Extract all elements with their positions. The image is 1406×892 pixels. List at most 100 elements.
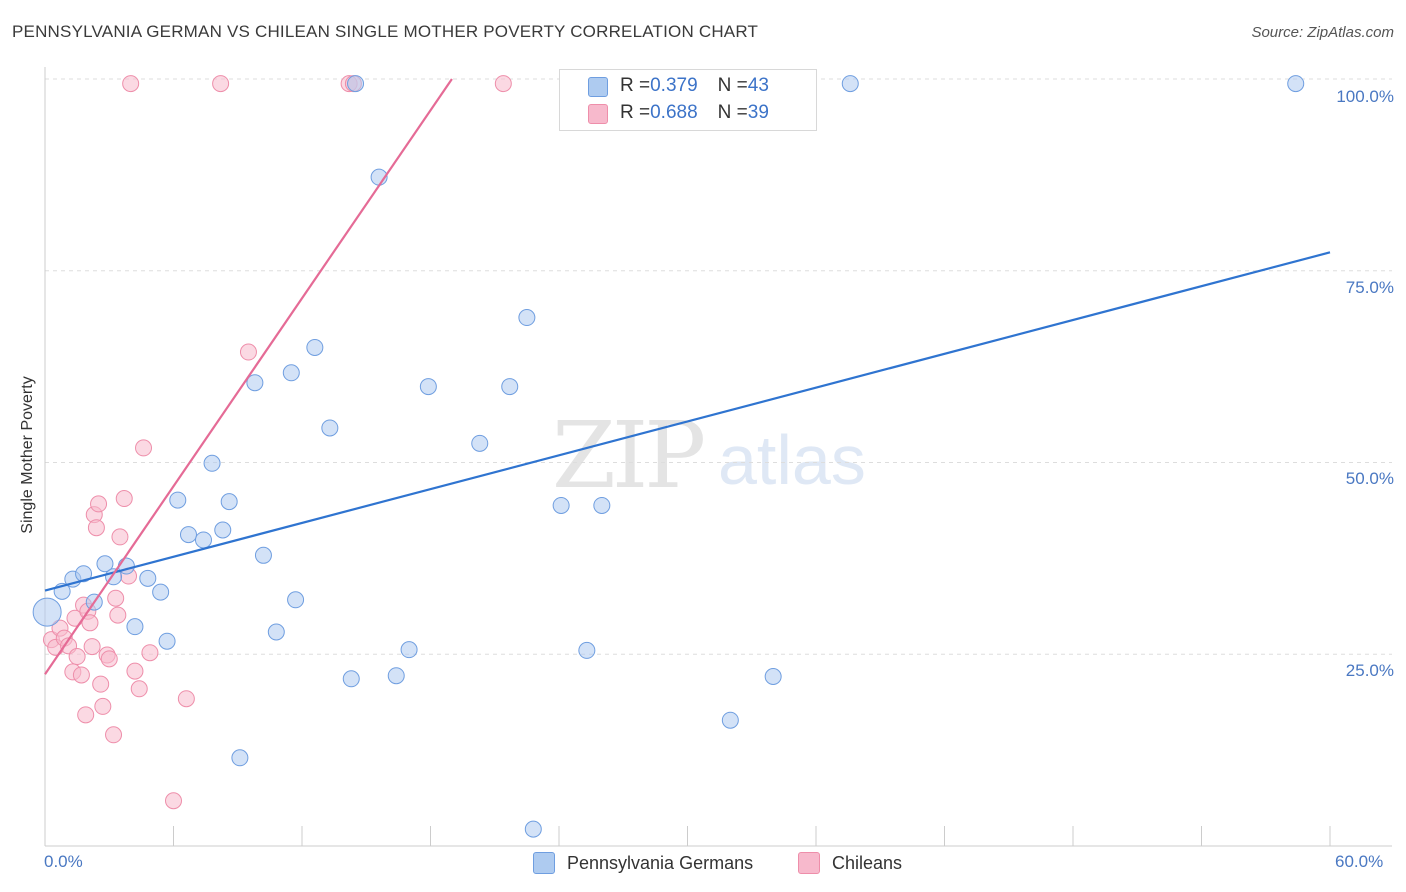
data-point-chileans xyxy=(107,589,125,607)
data-point-pennsylvania-germans xyxy=(139,569,157,587)
y-tick-100: 100.0% xyxy=(1336,87,1394,106)
legend-r-label: R = xyxy=(620,75,651,96)
stats-legend: R = 0.379 N = 43 R = 0.688 N = 39 xyxy=(559,69,817,131)
data-point-pennsylvania-germans xyxy=(387,667,405,685)
legend-item-chileans: Chileans xyxy=(798,852,902,874)
data-point-chileans xyxy=(109,606,127,624)
data-point-chileans xyxy=(494,75,512,93)
legend-item-pennsylvania-germans: Pennsylvania Germans xyxy=(533,852,753,874)
data-point-pennsylvania-germans xyxy=(179,526,197,544)
data-point-chileans xyxy=(105,726,123,744)
legend-swatch-blue xyxy=(588,77,608,97)
data-point-chileans xyxy=(111,528,129,546)
legend-label-pennsylvania-germans: Pennsylvania Germans xyxy=(567,852,754,873)
data-point-pennsylvania-germans xyxy=(593,496,611,514)
data-point-chileans xyxy=(72,666,90,684)
data-point-chileans xyxy=(68,648,86,666)
grid-lines xyxy=(45,78,1392,655)
legend-label-chileans: Chileans xyxy=(832,852,903,873)
data-point-chileans xyxy=(239,343,257,361)
data-point-chileans xyxy=(87,519,105,537)
data-point-pennsylvania-germans xyxy=(203,454,221,472)
data-point-pennsylvania-germans xyxy=(32,597,62,627)
data-point-pennsylvania-germans xyxy=(267,623,285,641)
data-point-pennsylvania-germans xyxy=(578,641,596,659)
data-point-pennsylvania-germans xyxy=(1287,75,1305,93)
data-point-pennsylvania-germans xyxy=(282,364,300,382)
data-point-chileans xyxy=(81,614,99,632)
legend-swatch-chileans xyxy=(798,852,820,874)
legend-row-pink: R = 0.688 N = 39 xyxy=(620,101,769,125)
data-point-pennsylvania-germans xyxy=(471,434,489,452)
data-point-chileans xyxy=(130,680,148,698)
data-point-chileans xyxy=(115,490,133,508)
data-point-pennsylvania-germans xyxy=(158,632,176,650)
data-point-chileans xyxy=(126,662,144,680)
data-point-pennsylvania-germans xyxy=(220,493,238,511)
trend-line-chileans xyxy=(44,78,453,675)
pennsylvania-germans-points xyxy=(32,75,1305,838)
data-point-chileans xyxy=(177,690,195,708)
data-point-pennsylvania-germans xyxy=(96,555,114,573)
legend-n-value: 43 xyxy=(747,75,769,96)
data-point-pennsylvania-germans xyxy=(347,75,365,93)
data-point-pennsylvania-germans xyxy=(287,591,305,609)
legend-n-label: N = xyxy=(717,75,748,96)
legend-r-value: 0.379 xyxy=(650,75,698,96)
data-point-chileans xyxy=(135,439,153,457)
data-point-pennsylvania-germans xyxy=(524,820,542,838)
data-point-chileans xyxy=(94,697,112,715)
data-point-pennsylvania-germans xyxy=(721,711,739,729)
legend-r-value: 0.688 xyxy=(650,102,698,123)
data-point-chileans xyxy=(122,75,140,93)
legend-row-blue: R = 0.379 N = 43 xyxy=(620,74,769,98)
legend-r-label: R = xyxy=(620,102,651,123)
data-point-pennsylvania-germans xyxy=(552,496,570,514)
data-point-pennsylvania-germans xyxy=(518,309,536,327)
x-tick-max: 60.0% xyxy=(1335,852,1384,871)
data-point-pennsylvania-germans xyxy=(254,546,272,564)
data-point-chileans xyxy=(165,792,182,810)
legend-n-label: N = xyxy=(717,102,748,123)
watermark-zip: ZIP xyxy=(552,402,706,509)
data-point-pennsylvania-germans xyxy=(419,378,437,396)
data-point-pennsylvania-germans xyxy=(152,583,170,601)
legend-swatch-pennsylvania-germans xyxy=(533,852,555,874)
data-point-chileans xyxy=(141,644,159,662)
legend-n-value: 39 xyxy=(747,102,769,123)
chart-title: PENNSYLVANIA GERMAN VS CHILEAN SINGLE MO… xyxy=(12,22,759,41)
chileans-points xyxy=(42,75,512,810)
trend-line-pennsylvania-germans xyxy=(44,251,1331,592)
x-tick-min: 0.0% xyxy=(44,852,83,871)
data-point-pennsylvania-germans xyxy=(246,374,264,392)
y-axis-label: Single Mother Poverty xyxy=(19,376,36,534)
data-point-pennsylvania-germans xyxy=(400,641,418,659)
data-point-pennsylvania-germans xyxy=(501,378,519,396)
data-point-pennsylvania-germans xyxy=(841,75,859,93)
trend-lines xyxy=(44,78,1331,675)
data-point-pennsylvania-germans xyxy=(194,531,212,549)
data-point-pennsylvania-germans xyxy=(764,667,782,685)
data-point-pennsylvania-germans xyxy=(169,491,187,509)
legend-swatch-pink xyxy=(588,104,608,124)
data-point-pennsylvania-germans xyxy=(214,521,232,539)
data-point-pennsylvania-germans xyxy=(75,565,93,583)
watermark-atlas: atlas xyxy=(718,421,866,499)
data-point-chileans xyxy=(90,495,108,513)
data-point-pennsylvania-germans xyxy=(321,419,339,437)
data-point-chileans xyxy=(83,638,101,656)
y-tick-75: 75.0% xyxy=(1345,278,1394,297)
data-point-pennsylvania-germans xyxy=(126,618,144,636)
data-point-pennsylvania-germans xyxy=(342,670,360,688)
data-point-chileans xyxy=(77,706,95,724)
y-tick-50: 50.0% xyxy=(1345,469,1394,488)
data-point-chileans xyxy=(92,675,110,693)
data-point-pennsylvania-germans xyxy=(231,749,249,767)
data-point-pennsylvania-germans xyxy=(306,338,324,356)
data-point-chileans xyxy=(100,650,118,668)
data-point-chileans xyxy=(212,75,230,93)
axes xyxy=(44,67,1392,847)
y-tick-25: 25.0% xyxy=(1345,661,1394,680)
source-label: Source: ZipAtlas.com xyxy=(1251,24,1394,41)
